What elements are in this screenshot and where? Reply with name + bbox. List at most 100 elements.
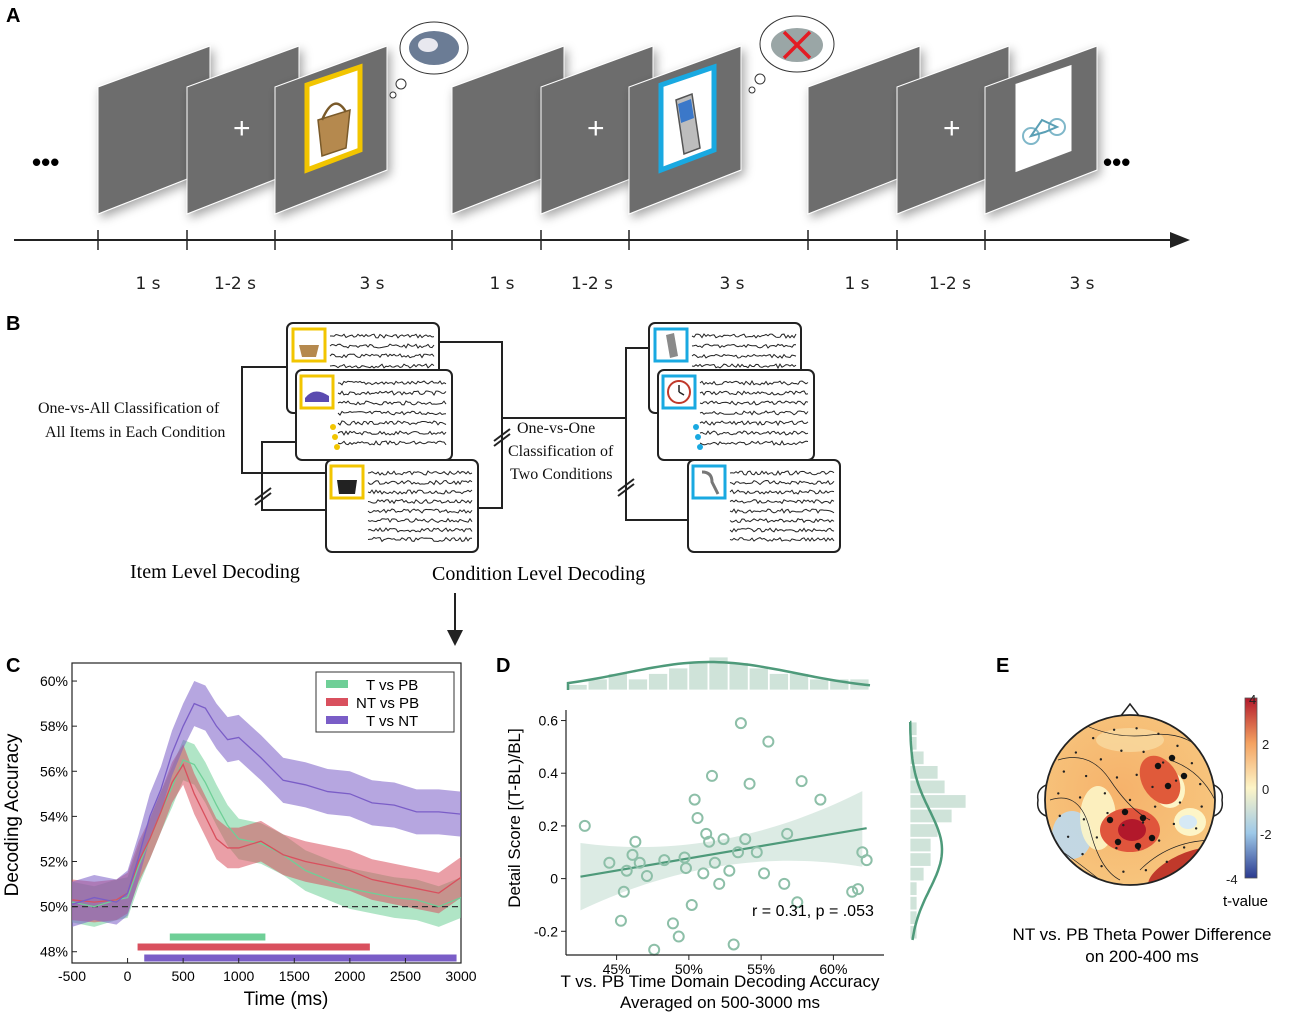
x-tick-label: 2000	[334, 968, 365, 984]
electrode	[1161, 761, 1165, 764]
significant-electrode	[1121, 808, 1129, 816]
duration-label: 1 s	[489, 274, 514, 294]
data-point	[697, 867, 710, 880]
electrode	[1135, 773, 1138, 777]
x-tick-label: 50%	[675, 961, 703, 977]
eeg-card-left-3	[325, 459, 479, 553]
chart-d-ylabel: Detail Score [(T-BL)/BL]	[505, 728, 524, 908]
regression-line	[580, 827, 867, 878]
data-point	[658, 854, 671, 867]
colorbar-tick: 4	[1249, 692, 1256, 707]
panel-label-e: E	[996, 655, 1009, 677]
y-tick-label: 0.4	[539, 765, 559, 781]
duration-label: 1-2 s	[571, 274, 613, 294]
duration-label: 1-2 s	[929, 274, 971, 294]
duration-label: 3 s	[359, 274, 384, 294]
eeg-card-right-2	[657, 369, 815, 461]
chart-d-xlabel: T vs. PB Time Domain Decoding Accuracy	[560, 972, 880, 991]
significant-electrode	[1164, 782, 1172, 790]
topomap-title: NT vs. PB Theta Power Difference	[1013, 925, 1272, 944]
timeline-ticks	[97, 230, 986, 250]
x-tick-label: 45%	[603, 961, 631, 977]
data-point	[620, 864, 633, 877]
legend-label: NT vs PB	[356, 695, 419, 712]
eeg-traces	[699, 379, 809, 446]
histogram-bar	[909, 881, 918, 896]
electrode	[1200, 805, 1203, 808]
x-tick-label: 55%	[747, 961, 775, 977]
data-point	[626, 848, 639, 861]
chart-c-legend: T vs PB NT vs PB T vs NT	[315, 671, 455, 733]
thought-bubble-remember-icon	[389, 21, 469, 99]
data-point	[679, 862, 692, 875]
one-vs-one-label: Two Conditions	[510, 466, 612, 483]
data-point	[688, 793, 701, 806]
chart-d-xlabel: Averaged on 500-3000 ms	[620, 993, 820, 1012]
electrode	[1174, 779, 1178, 782]
series-line	[72, 702, 461, 905]
density-curve	[908, 720, 944, 941]
x-tick-label: -500	[58, 968, 86, 984]
ellipsis-right: •••	[1103, 147, 1130, 177]
topomap	[1036, 702, 1224, 886]
y-tick-label: 50%	[40, 899, 68, 915]
legend-label: T vs NT	[366, 713, 418, 730]
electrode	[1194, 827, 1198, 830]
panel-c: C -500 0 500 1000 1500 2000 2500 3000 48% 50% 52% 5…	[2, 655, 477, 1010]
data-point	[603, 856, 616, 869]
significant-electrode	[1139, 814, 1147, 822]
electrode	[1153, 805, 1157, 808]
series-line	[72, 759, 461, 908]
down-arrow-icon	[447, 630, 463, 646]
one-vs-one-label: One-vs-One	[517, 420, 595, 437]
histogram-bar	[909, 866, 925, 882]
basket-stimulus-icon	[304, 63, 363, 174]
bracket-lines	[241, 341, 688, 521]
data-point	[629, 835, 642, 848]
significant-electrode	[1114, 838, 1122, 846]
data-point	[778, 877, 791, 890]
series-line	[72, 763, 461, 903]
significance-bar	[144, 954, 457, 962]
electrode	[1165, 860, 1169, 864]
histogram-bar	[909, 896, 918, 911]
y-tick-label: 48%	[40, 944, 68, 960]
histogram-bar	[809, 678, 830, 691]
electrode	[1172, 822, 1176, 826]
y-tick-label: 52%	[40, 853, 68, 869]
histogram-bar	[909, 823, 939, 838]
histogram-bar	[909, 837, 932, 853]
electrode	[1100, 864, 1103, 868]
histogram-bar	[909, 779, 946, 795]
data-point	[814, 793, 827, 806]
significant-electrode	[1168, 754, 1176, 762]
electrode	[1122, 823, 1125, 827]
panel-label-d: D	[496, 655, 510, 677]
fixation-cross-1: +	[233, 112, 251, 145]
electrode	[1199, 782, 1202, 786]
significant-electrode	[1180, 772, 1188, 780]
data-point	[781, 827, 794, 840]
histogram-bar	[748, 667, 769, 691]
histogram-bar	[567, 684, 588, 691]
density-curve	[566, 660, 871, 690]
colorbar-tick: -4	[1226, 872, 1238, 887]
significance-bar	[137, 943, 370, 951]
data-point	[846, 885, 859, 898]
electrode	[1115, 846, 1118, 850]
electrode	[1142, 750, 1145, 754]
panel-d: D 45% 50% 55% 60% -0.2 0 0.2 0.4 0.6 Detail Scor…	[496, 655, 967, 1012]
data-point	[703, 835, 716, 848]
panel-e: E	[996, 655, 1272, 966]
data-point	[700, 827, 713, 840]
duration-label: 1-2 s	[214, 274, 256, 294]
legend-label: T vs PB	[366, 677, 418, 694]
eeg-card-right-3	[687, 459, 841, 553]
electrode	[1103, 792, 1107, 795]
item-level-label: Item Level Decoding	[130, 561, 300, 583]
data-point	[708, 856, 721, 869]
break-marks	[254, 428, 635, 506]
histogram-bar	[688, 662, 709, 691]
electrode	[1099, 758, 1103, 761]
